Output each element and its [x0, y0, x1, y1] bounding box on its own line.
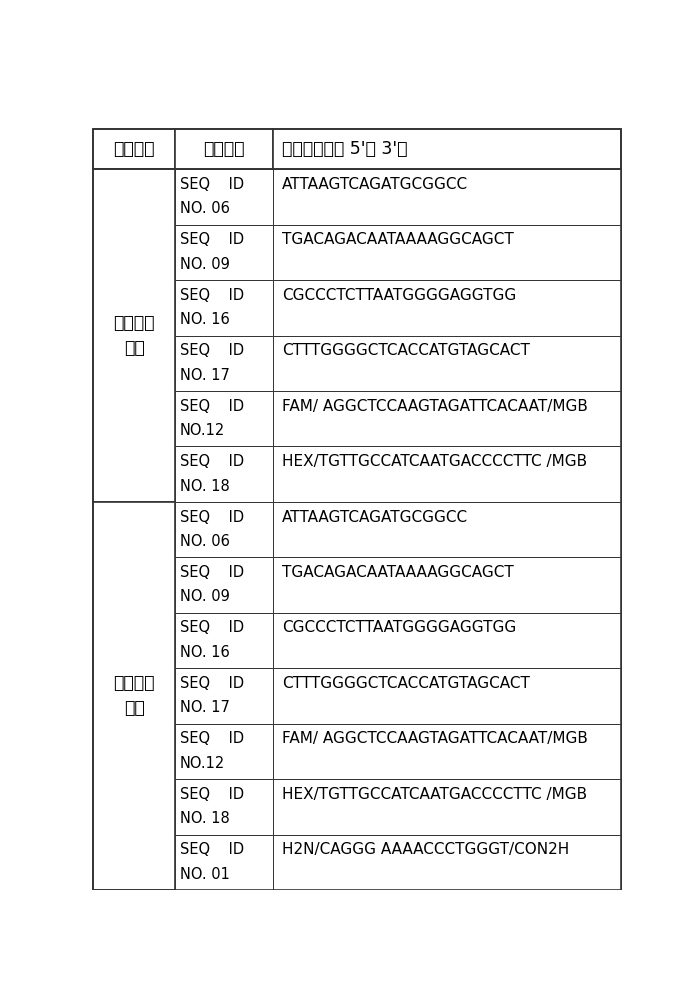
Bar: [273, 336, 621, 391]
Text: NO.12: NO.12: [180, 756, 225, 771]
Bar: [175, 724, 273, 779]
Text: SEQ    ID: SEQ ID: [180, 343, 244, 358]
Text: NO.12: NO.12: [180, 423, 225, 438]
Text: NO. 18: NO. 18: [180, 811, 229, 826]
Text: SEQ    ID: SEQ ID: [180, 676, 244, 691]
Text: CGCCCTCTTAATGGGGAGGTGG: CGCCCTCTTAATGGGGAGGTGG: [282, 288, 516, 303]
Text: NO. 17: NO. 17: [180, 368, 229, 383]
Text: SEQ    ID: SEQ ID: [180, 731, 244, 746]
Text: NO. 09: NO. 09: [180, 589, 229, 604]
Bar: [273, 835, 621, 890]
Bar: [175, 280, 273, 336]
Text: CTTTGGGGCTCACCATGTAGCACT: CTTTGGGGCTCACCATGTAGCACT: [282, 676, 530, 691]
Bar: [273, 225, 621, 280]
Text: FAM/ AGGCTCCAAGTAGATTCACAAT/MGB: FAM/ AGGCTCCAAGTAGATTCACAAT/MGB: [282, 731, 588, 746]
Bar: [175, 336, 273, 391]
Bar: [175, 613, 273, 668]
Bar: [175, 225, 273, 280]
Bar: [273, 129, 621, 169]
Text: SEQ    ID: SEQ ID: [180, 565, 244, 580]
Text: SEQ    ID: SEQ ID: [180, 842, 244, 857]
Bar: [273, 169, 621, 225]
Text: HEX/TGTTGCCATCAATGACCCCTTC /MGB: HEX/TGTTGCCATCAATGACCCCTTC /MGB: [282, 787, 587, 802]
Bar: [273, 613, 621, 668]
Bar: [273, 502, 621, 557]
Text: 序列名称: 序列名称: [204, 140, 245, 158]
Text: NO. 17: NO. 17: [180, 700, 229, 715]
Bar: [273, 446, 621, 502]
Text: H2N/CAGGG AAAACCCTGGGT/CON2H: H2N/CAGGG AAAACCCTGGGT/CON2H: [282, 842, 569, 857]
Bar: [273, 668, 621, 724]
Bar: [93, 502, 175, 890]
Text: 检测反应
体系: 检测反应 体系: [114, 674, 155, 717]
Text: SEQ    ID: SEQ ID: [180, 399, 244, 414]
Text: NO. 18: NO. 18: [180, 479, 229, 494]
Text: SEQ    ID: SEQ ID: [180, 232, 244, 247]
Text: CTTTGGGGCTCACCATGTAGCACT: CTTTGGGGCTCACCATGTAGCACT: [282, 343, 530, 358]
Bar: [273, 557, 621, 613]
Text: SEQ    ID: SEQ ID: [180, 454, 244, 469]
Text: NO. 16: NO. 16: [180, 645, 229, 660]
Text: FAM/ AGGCTCCAAGTAGATTCACAAT/MGB: FAM/ AGGCTCCAAGTAGATTCACAAT/MGB: [282, 399, 588, 414]
Text: TGACAGACAATAAAAGGCAGCT: TGACAGACAATAAAAGGCAGCT: [282, 565, 514, 580]
Text: NO. 09: NO. 09: [180, 257, 229, 272]
Text: HEX/TGTTGCCATCAATGACCCCTTC /MGB: HEX/TGTTGCCATCAATGACCCCTTC /MGB: [282, 454, 587, 469]
Bar: [175, 668, 273, 724]
Text: NO. 06: NO. 06: [180, 534, 229, 549]
Text: SEQ    ID: SEQ ID: [180, 177, 244, 192]
Text: CGCCCTCTTAATGGGGAGGTGG: CGCCCTCTTAATGGGGAGGTGG: [282, 620, 516, 636]
Bar: [175, 502, 273, 557]
Bar: [175, 835, 273, 890]
Bar: [175, 391, 273, 446]
Text: NO. 06: NO. 06: [180, 201, 229, 216]
Bar: [273, 391, 621, 446]
Text: 序列（方向从 5'到 3'）: 序列（方向从 5'到 3'）: [282, 140, 408, 158]
Bar: [175, 446, 273, 502]
Text: NO. 01: NO. 01: [180, 867, 229, 882]
Bar: [175, 779, 273, 835]
Bar: [93, 169, 175, 502]
Text: SEQ    ID: SEQ ID: [180, 510, 244, 525]
Text: 体系名称: 体系名称: [114, 140, 155, 158]
Bar: [273, 779, 621, 835]
Bar: [175, 557, 273, 613]
Text: ATTAAGTCAGATGCGGCC: ATTAAGTCAGATGCGGCC: [282, 510, 468, 525]
Text: SEQ    ID: SEQ ID: [180, 620, 244, 636]
Text: SEQ    ID: SEQ ID: [180, 787, 244, 802]
Bar: [273, 724, 621, 779]
Bar: [273, 280, 621, 336]
Bar: [93, 129, 175, 169]
Text: TGACAGACAATAAAAGGCAGCT: TGACAGACAATAAAAGGCAGCT: [282, 232, 514, 247]
Text: 定量反应
体系: 定量反应 体系: [114, 314, 155, 357]
Bar: [175, 169, 273, 225]
Bar: [175, 129, 273, 169]
Text: NO. 16: NO. 16: [180, 312, 229, 327]
Text: SEQ    ID: SEQ ID: [180, 288, 244, 303]
Text: ATTAAGTCAGATGCGGCC: ATTAAGTCAGATGCGGCC: [282, 177, 468, 192]
